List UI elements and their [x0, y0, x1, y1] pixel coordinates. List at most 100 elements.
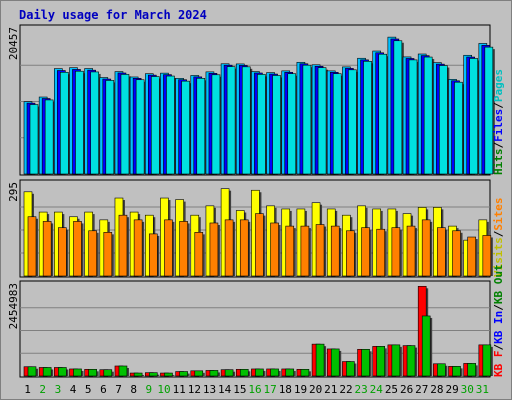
bar-pages-day-29 — [454, 81, 463, 175]
bar-pages-day-20 — [317, 67, 327, 175]
bar-sites-day-23 — [361, 227, 370, 277]
legend-item: / — [492, 142, 505, 149]
day-label-17: 17 — [264, 383, 277, 396]
bar-sites-day-7 — [118, 214, 128, 277]
bar-kb-in-day-23 — [361, 349, 370, 377]
legend-item: KB F — [492, 351, 505, 378]
bar-pages-day-4 — [75, 70, 84, 175]
day-label-6: 6 — [100, 383, 107, 396]
bar-pages-day-27 — [423, 56, 433, 175]
bar-kb-in-day-2 — [42, 367, 52, 377]
day-label-22: 22 — [339, 383, 352, 396]
day-label-13: 13 — [203, 383, 216, 396]
bar-sites-day-12 — [194, 232, 204, 277]
bar-pages-day-5 — [90, 71, 99, 175]
bar-pages-day-23 — [363, 61, 372, 175]
legend-hits-files-pages: Hits/Files/Pages — [492, 69, 505, 175]
bar-sites-day-10 — [164, 219, 173, 277]
bar-kb-in-day-30 — [467, 363, 476, 377]
bar-kb-in-day-20 — [315, 343, 325, 377]
bar-sites-day-13 — [209, 222, 219, 277]
panel-visits-sites: 295 Visits/Sites — [7, 179, 505, 278]
y-max-label: 2454983 — [7, 283, 20, 329]
bar-sites-day-9 — [148, 233, 158, 277]
bar-kb-in-day-3 — [58, 367, 67, 377]
bar-pages-day-17 — [272, 75, 281, 175]
panel-kbin-kbout: 2454983 KB F/KB In/KB Out — [7, 264, 505, 378]
day-label-5: 5 — [85, 383, 92, 396]
legend-visits-sites: Visits/Sites — [492, 198, 505, 278]
day-label-19: 19 — [294, 383, 307, 396]
bar-sites-day-24 — [376, 228, 386, 277]
legend-item: / — [492, 304, 505, 311]
legend-item: Hits — [492, 149, 505, 176]
bar-kb-in-day-4 — [73, 368, 82, 377]
bar-sites-day-1 — [27, 216, 37, 277]
bar-kb-in-day-7 — [118, 365, 128, 377]
day-label-1: 1 — [24, 383, 31, 396]
legend-kbin-kbout: KB F/KB In/KB Out — [492, 264, 505, 377]
bar-pages-day-2 — [44, 99, 54, 175]
bar-pages-day-1 — [29, 104, 39, 175]
bar-kb-in-day-26 — [406, 345, 416, 377]
day-label-18: 18 — [279, 383, 292, 396]
bar-sites-day-3 — [58, 227, 67, 277]
bar-kb-in-day-15 — [239, 369, 249, 377]
bar-pages-day-10 — [166, 75, 175, 175]
bar-pages-day-31 — [484, 46, 494, 175]
bar-sites-day-26 — [406, 225, 416, 277]
bar-pages-day-9 — [150, 76, 160, 175]
day-label-14: 14 — [218, 383, 232, 396]
bar-pages-day-30 — [469, 58, 478, 175]
day-label-28: 28 — [430, 383, 443, 396]
bar-sites-day-27 — [421, 219, 431, 277]
legend-item: / — [492, 344, 505, 351]
day-label-25: 25 — [385, 383, 398, 396]
bar-pages-day-14 — [226, 66, 236, 175]
bar-pages-day-13 — [211, 74, 221, 175]
bar-kb-in-day-13 — [209, 370, 219, 377]
day-label-12: 12 — [188, 383, 201, 396]
bar-pages-day-6 — [105, 80, 115, 175]
bar-sites-day-18 — [285, 225, 295, 277]
bar-kb-in-day-19 — [300, 369, 310, 377]
legend-item: / — [492, 102, 505, 109]
bar-kb-in-day-14 — [224, 369, 234, 377]
bar-kb-in-day-8 — [133, 372, 143, 377]
y-max-label: 20457 — [7, 27, 20, 60]
bar-pages-day-25 — [393, 40, 403, 175]
bar-kb-in-day-9 — [148, 372, 158, 377]
bar-kb-in-day-1 — [27, 366, 37, 377]
bar-sites-day-15 — [239, 219, 249, 277]
bar-pages-day-28 — [439, 65, 448, 175]
chart-title: Daily usage for March 2024 — [19, 8, 207, 22]
bar-sites-day-28 — [437, 227, 446, 277]
bar-sites-day-2 — [42, 221, 52, 277]
bar-kb-in-day-24 — [376, 346, 386, 377]
bar-pages-day-24 — [378, 53, 388, 175]
bar-pages-day-3 — [60, 71, 69, 175]
bar-kb-in-day-16 — [255, 368, 264, 377]
day-labels: 1 2 3 4 5 6 7 8 9 10 11 12 13 14 15 16 17 18 19 20 21 22 23 24 2… — [24, 383, 489, 396]
bar-kb-in-day-25 — [391, 344, 401, 377]
day-label-8: 8 — [130, 383, 137, 396]
y-max-label: 295 — [7, 182, 20, 202]
bar-pages-day-8 — [135, 79, 145, 175]
legend-item: Files — [492, 109, 505, 142]
bar-kb-in-day-12 — [194, 370, 204, 377]
day-label-26: 26 — [400, 383, 413, 396]
legend-item: KB Out — [492, 264, 505, 304]
bar-kb-in-day-10 — [164, 372, 173, 377]
bar-pages-day-26 — [408, 59, 418, 175]
bar-sites-day-29 — [452, 230, 461, 277]
bar-kb-in-day-31 — [482, 344, 492, 377]
bar-kb-in-day-11 — [179, 371, 188, 377]
day-label-3: 3 — [55, 383, 62, 396]
day-label-29: 29 — [445, 383, 458, 396]
day-label-16: 16 — [248, 383, 261, 396]
day-label-23: 23 — [355, 383, 368, 396]
day-label-10: 10 — [157, 383, 170, 396]
bar-kb-in-day-22 — [346, 361, 355, 377]
legend-item: / — [492, 230, 505, 237]
